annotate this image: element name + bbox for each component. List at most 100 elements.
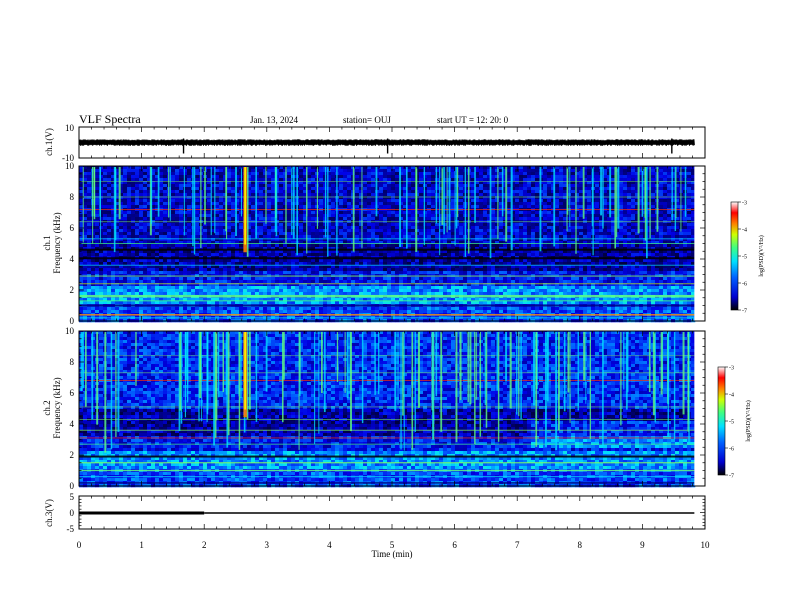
- spec-cell: [167, 253, 172, 257]
- spec-cell: [635, 229, 640, 233]
- spec-cell: [119, 202, 124, 206]
- spec-cell: [155, 247, 160, 251]
- spec-cell: [607, 178, 612, 182]
- spec-cell: [235, 181, 240, 185]
- spec-cell: [423, 187, 428, 191]
- spec-cell: [219, 259, 224, 263]
- spec-cell: [483, 235, 488, 239]
- spec-cell: [163, 241, 168, 245]
- spec-cell: [227, 253, 232, 257]
- spec-cell: [127, 211, 132, 215]
- spec-cell: [571, 214, 576, 218]
- spec-cell: [287, 187, 292, 191]
- spec-cell: [411, 259, 416, 263]
- spec-cell: [535, 238, 540, 242]
- spec-cell: [375, 226, 380, 230]
- spec-cell: [179, 205, 184, 209]
- spec-cell: [603, 223, 608, 227]
- spec-cell: [587, 175, 592, 179]
- spec-cell: [239, 232, 244, 236]
- spec-cell: [487, 181, 492, 185]
- spec-cell: [499, 244, 504, 248]
- spec-cell: [535, 211, 540, 215]
- spec-cell: [403, 178, 408, 182]
- spec-cell: [611, 226, 616, 230]
- spec-cell: [339, 211, 344, 215]
- spec-cell: [371, 235, 376, 239]
- spec-cell: [663, 214, 668, 218]
- spec-cell: [159, 262, 164, 266]
- spec-cell: [499, 247, 504, 251]
- spec-cell: [327, 247, 332, 251]
- spec-cell: [179, 190, 184, 194]
- spec-cell: [115, 223, 120, 227]
- spec-cell: [491, 253, 496, 257]
- spec-cell: [511, 178, 516, 182]
- spec-cell: [359, 217, 364, 221]
- spec-cell: [475, 238, 480, 242]
- spec-cell: [611, 241, 616, 245]
- spec-cell: [211, 181, 216, 185]
- spec-cell: [211, 172, 216, 176]
- spec-cell: [563, 250, 568, 254]
- spec-cell: [387, 217, 392, 221]
- spec-cell: [407, 232, 412, 236]
- spec-cell: [543, 181, 548, 185]
- spec-cell: [347, 253, 352, 257]
- spec-cell: [103, 238, 108, 242]
- spec-cell: [587, 229, 592, 233]
- spec-cell: [83, 238, 88, 242]
- spec-cell: [483, 196, 488, 200]
- spec-cell: [111, 241, 116, 245]
- spec-cell: [391, 253, 396, 257]
- spec-cell: [327, 253, 332, 257]
- spec-cell: [495, 253, 500, 257]
- spec-cell: [183, 223, 188, 227]
- spec-cell: [223, 187, 228, 191]
- spec-cell: [523, 187, 528, 191]
- spec-cell: [159, 184, 164, 188]
- spec-cell: [667, 172, 672, 176]
- spec-cell: [411, 241, 416, 245]
- spec-cell: [123, 199, 128, 203]
- spec-cell: [263, 226, 268, 230]
- spec-cell: [323, 244, 328, 248]
- spec-cell: [371, 199, 376, 203]
- spec-cell: [383, 205, 388, 209]
- spec-cell: [559, 199, 564, 203]
- spec-cell: [111, 193, 116, 197]
- spec-cell: [247, 259, 252, 263]
- spec-cell: [567, 238, 572, 242]
- spec-cell: [183, 217, 188, 221]
- spec-cell: [303, 175, 308, 179]
- spec-cell: [671, 253, 676, 257]
- spec-cell: [675, 244, 680, 248]
- spec-cell: [535, 184, 540, 188]
- spec-cell: [391, 187, 396, 191]
- spec-cell: [607, 181, 612, 185]
- spec-cell: [111, 178, 116, 182]
- spec-cell: [183, 184, 188, 188]
- spec-cell: [471, 169, 476, 173]
- spec-cell: [387, 235, 392, 239]
- spec-cell: [195, 223, 200, 227]
- spec-cell: [631, 223, 636, 227]
- spec-cell: [519, 184, 524, 188]
- spec-cell: [143, 253, 148, 257]
- spec-cell: [219, 193, 224, 197]
- spec-cell: [207, 169, 212, 173]
- spec-cell: [535, 190, 540, 194]
- spec-cell: [159, 211, 164, 215]
- spec-cell: [223, 199, 228, 203]
- spec-cell: [439, 247, 444, 251]
- spec-cell: [583, 178, 588, 182]
- spec-cell: [419, 166, 424, 170]
- spec-cell: [347, 229, 352, 233]
- spec-cell: [567, 193, 572, 197]
- spec-cell: [227, 229, 232, 233]
- spec-cell: [235, 211, 240, 215]
- spec-cell: [507, 178, 512, 182]
- spec-cell: [207, 190, 212, 194]
- spec-cell: [331, 259, 336, 263]
- spec-cell: [343, 229, 348, 233]
